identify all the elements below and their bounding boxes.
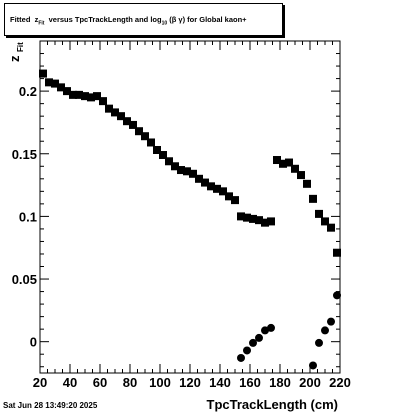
data-point-square [207,182,215,191]
title-mid: versus TpcTrackLength and log [48,15,162,24]
data-point-square [159,151,167,160]
title-log-sub: 10 [161,20,168,27]
data-point-circle [333,291,341,300]
data-point-square [225,192,233,201]
data-point-circle [237,353,245,362]
x-tick-label: 140 [209,375,231,390]
data-point-square [177,166,185,175]
x-tick-label: 120 [179,375,201,390]
data-point-circle [327,317,335,326]
data-point-square [111,108,119,117]
x-tick-label: 40 [63,375,77,390]
data-point-square [309,194,317,203]
y-axis-title-sub: Fit [16,42,25,52]
data-point-circle [315,338,323,347]
data-point-circle [267,323,275,332]
axis-ticks [39,41,341,373]
data-point-square [219,187,227,196]
data-point-square [57,83,65,92]
y-tick-label: 0.2 [19,84,37,99]
x-tick-label: 220 [329,375,351,390]
data-point-square [147,138,155,147]
x-tick-label: 80 [123,375,137,390]
data-point-square [123,117,131,126]
x-tick-label: 180 [269,375,291,390]
data-point-square [279,159,287,168]
data-point-circle [261,326,269,335]
data-point-square [321,217,329,226]
data-point-square [99,97,107,106]
data-point-square [327,223,335,232]
data-point-circle [309,361,317,370]
data-point-square [153,145,161,154]
data-point-square [105,104,113,113]
x-tick-label: 160 [239,375,261,390]
data-point-square [333,248,341,257]
data-point-circle [249,338,257,347]
data-point-square [297,171,305,180]
data-point-square [201,178,209,187]
title-beta-gamma: (β γ) [169,15,186,24]
chart-title-box: Fitted zFit versus TpcTrackLength and lo… [4,3,283,36]
data-point-square [45,78,53,87]
y-tick-label: 0.1 [19,209,37,224]
data-point-square [39,69,47,78]
data-point-square [213,184,221,193]
data-point-square [303,179,311,188]
y-axis-title-z: z [7,55,22,63]
title-z: z [34,15,39,24]
data-point-square [243,213,251,222]
data-point-square [267,217,275,226]
data-markers [39,69,341,370]
data-point-square [117,112,125,121]
data-point-square [255,216,263,225]
data-point-square [285,158,293,167]
x-tick-label: 20 [33,375,47,390]
data-point-square [63,87,71,96]
data-point-square [195,174,203,183]
tick-labels: 20 40 60 80 100 120 140 160 180 200 220 0 0.05 0.1 0.1… [12,84,351,390]
title-prefix: Fitted [10,15,31,24]
data-point-square [165,157,173,166]
data-point-square [141,132,149,141]
data-point-circle [243,346,251,355]
data-point-square [231,196,239,205]
data-point-square [237,212,245,221]
data-point-square [291,164,299,173]
data-point-square [51,79,59,88]
data-point-square [315,209,323,218]
data-point-square [93,92,101,101]
chart-title: Fitted zFit versus TpcTrackLength and lo… [10,15,247,27]
timestamp-label: Sat Jun 28 13:49:20 2025 [3,401,98,410]
y-tick-label: 0 [30,335,37,350]
plot-frame [39,40,341,374]
y-tick-label: 0.15 [12,147,37,162]
title-z-sub: Fit [38,20,45,27]
x-axis-title: TpcTrackLength (cm) [206,397,338,412]
x-tick-label: 100 [149,375,171,390]
data-point-circle [321,326,329,335]
y-axis-title: z Fit [7,40,25,70]
data-point-square [135,127,143,136]
data-point-square [129,120,137,129]
data-point-square [261,218,269,227]
data-point-square [183,167,191,176]
x-tick-label: 200 [299,375,321,390]
data-point-square [81,92,89,101]
data-point-square [249,214,257,223]
data-point-square [75,90,83,99]
y-tick-label: 0.05 [12,272,37,287]
data-point-circle [255,333,263,342]
data-point-square [171,162,179,171]
data-point-square [273,156,281,165]
title-suffix: for Global kaon+ [187,15,247,24]
data-point-square [87,93,95,102]
data-point-square [69,90,77,99]
x-tick-label: 60 [93,375,107,390]
data-point-square [189,169,197,178]
